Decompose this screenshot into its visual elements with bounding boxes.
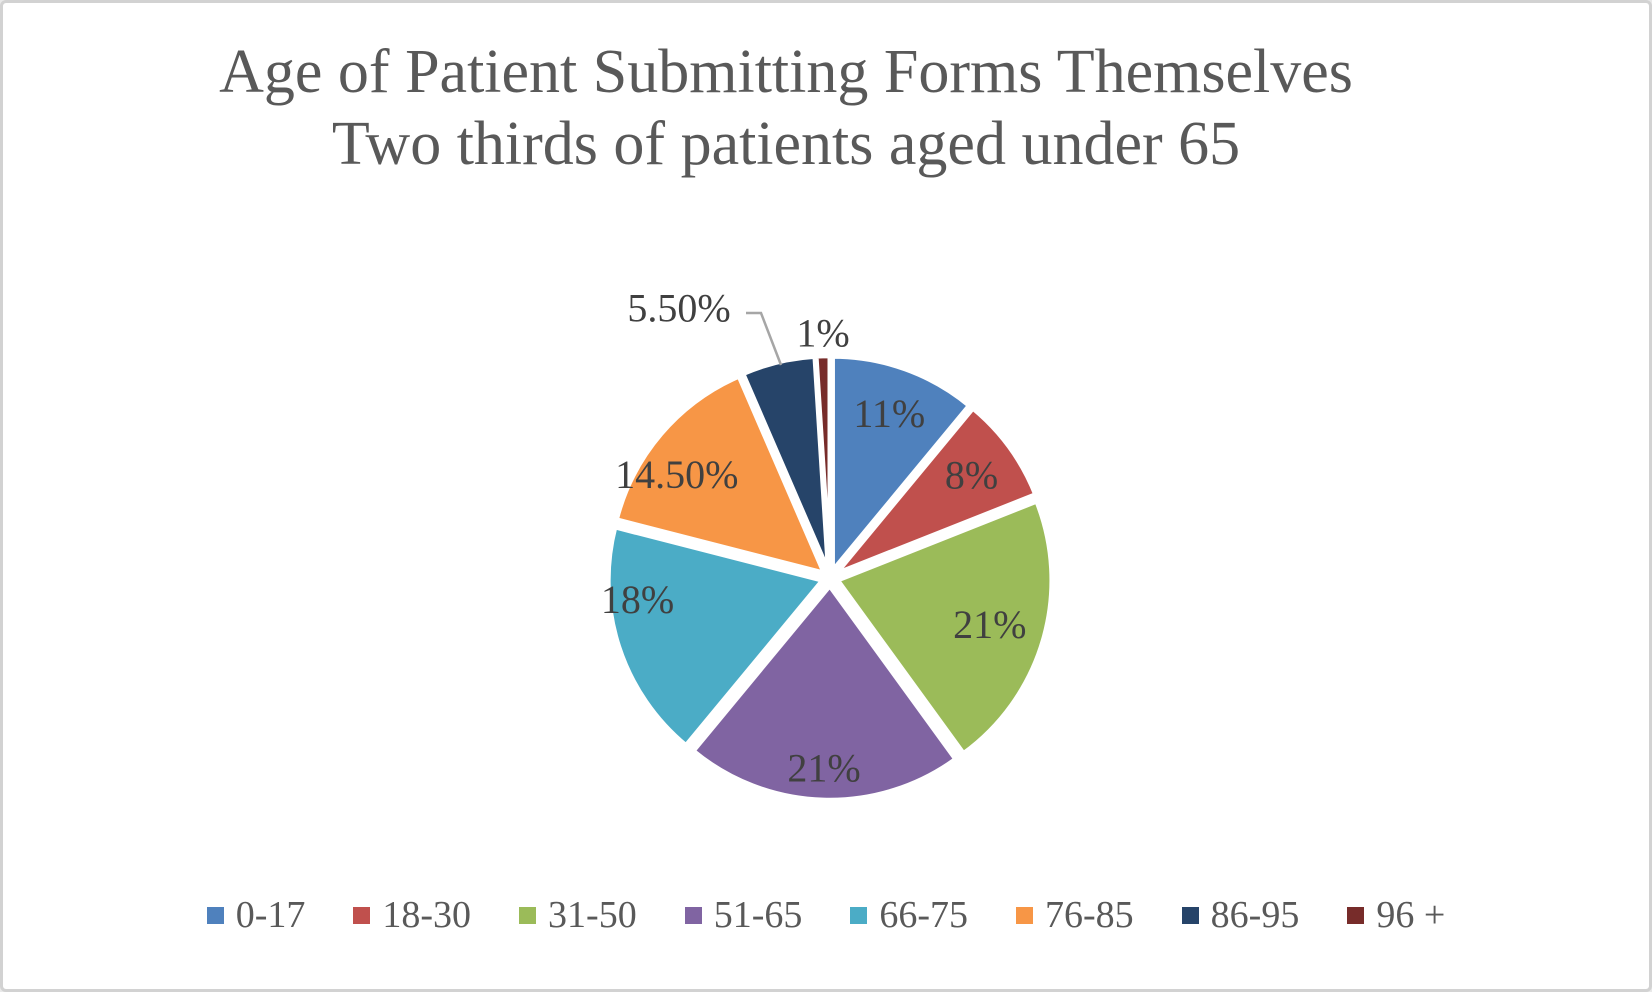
legend-swatch-icon <box>206 906 224 924</box>
chart-legend: 0-17 18-30 31-50 51-65 66-75 76-85 86-95 96 + <box>3 893 1649 937</box>
legend-item-66-75: 66-75 <box>850 893 968 937</box>
pie-slice-96 + <box>814 353 832 573</box>
legend-label: 31-50 <box>548 894 637 936</box>
pie-slice-66-75 <box>606 525 825 748</box>
legend-label: 51-65 <box>713 894 803 936</box>
data-label-66-75: 18% <box>601 577 674 622</box>
pie-slice-0-17 <box>830 354 972 573</box>
pie-slice-51-65 <box>691 583 958 803</box>
legend-item-86-95: 86-95 <box>1181 893 1300 937</box>
legend-swatch-icon <box>684 906 702 924</box>
legend-label: 66-75 <box>879 894 969 936</box>
data-label-51-65: 21% <box>787 745 860 790</box>
legend-swatch-icon <box>353 906 371 924</box>
legend-swatch-icon <box>850 906 868 924</box>
data-label-18-30: 8% <box>945 453 998 498</box>
chart-title-line2: Two thirds of patients aged under 65 <box>331 109 1241 178</box>
legend-swatch-icon <box>1347 906 1365 924</box>
legend-swatch-icon <box>1016 906 1034 924</box>
data-label-96 +: 1% <box>796 311 849 356</box>
legend-item-0-17: 0-17 <box>206 893 306 937</box>
legend-swatch-icon <box>1181 906 1199 924</box>
legend-swatch-icon <box>519 906 537 924</box>
legend-label: 86-95 <box>1210 894 1300 936</box>
data-label-31-50: 21% <box>953 602 1026 647</box>
chart-title: Age of Patient Submitting Forms Themselv… <box>3 37 1569 181</box>
legend-label: 76-85 <box>1045 894 1134 936</box>
data-label-76-85: 14.50% <box>615 452 738 497</box>
pie-slice-18-30 <box>834 406 1038 576</box>
legend-label: 18-30 <box>382 894 472 936</box>
legend-label: 0-17 <box>235 894 306 936</box>
legend-item-96 +: 96 + <box>1347 893 1445 937</box>
pie-slice-31-50 <box>835 499 1054 756</box>
leader-line-86-95 <box>746 311 783 366</box>
legend-item-18-30: 18-30 <box>353 893 471 937</box>
pie-slice-76-85 <box>614 374 827 576</box>
legend-item-31-50: 31-50 <box>519 893 637 937</box>
legend-item-76-85: 76-85 <box>1016 893 1134 937</box>
chart-title-line1: Age of Patient Submitting Forms Themselv… <box>219 38 1353 106</box>
legend-item-51-65: 51-65 <box>684 893 803 937</box>
pie-chart: 11% 8% 21% 21% 18% 14.50% 5.50% 1% <box>601 286 1054 803</box>
data-label-0-17: 11% <box>853 391 925 436</box>
data-label-86-95: 5.50% <box>627 286 730 331</box>
legend-label: 96 + <box>1376 894 1446 936</box>
